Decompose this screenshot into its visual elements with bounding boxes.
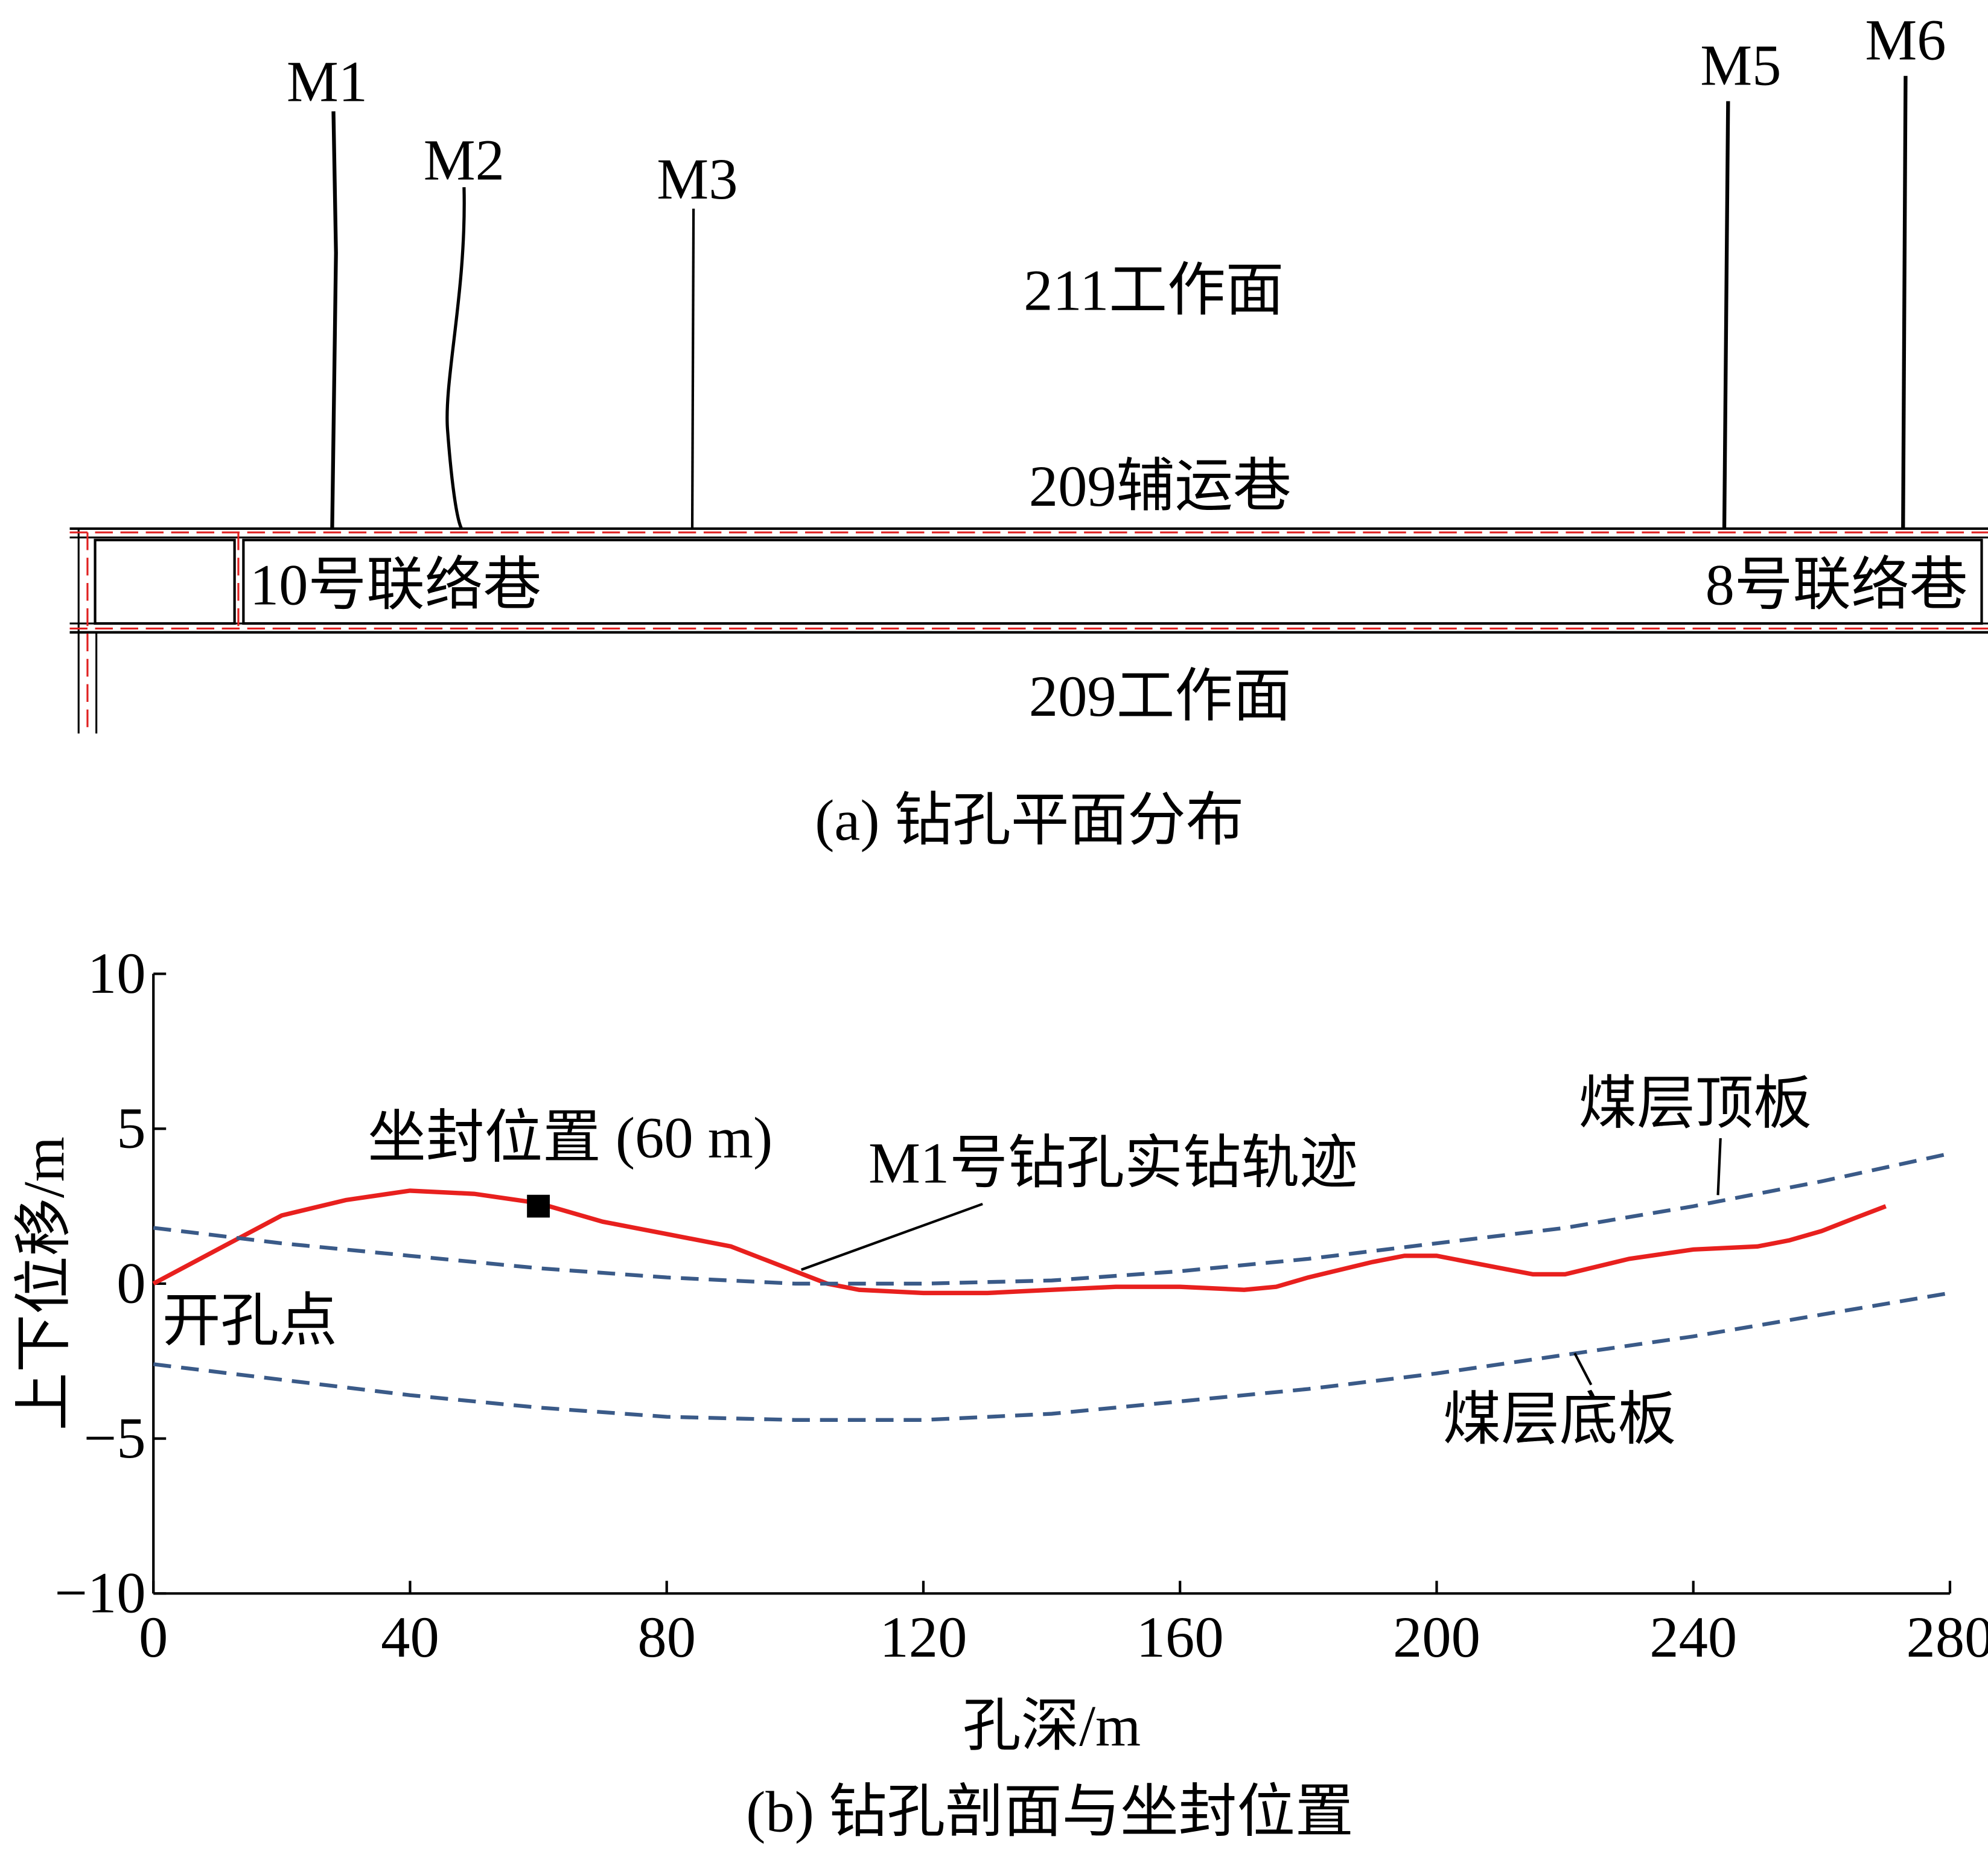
- borehole-label: M2: [424, 128, 505, 193]
- series-annotation: 煤层顶板: [1578, 1071, 1811, 1136]
- y-tick-label: −10: [54, 1561, 145, 1625]
- x-tick-label: 240: [1649, 1605, 1737, 1669]
- y-tick-label: −5: [84, 1406, 146, 1470]
- borehole: [445, 187, 466, 530]
- y-tick-label: 0: [116, 1250, 145, 1315]
- leader-line: [1573, 1352, 1593, 1386]
- series-line: [153, 1152, 1951, 1286]
- area-label: 209辅运巷: [1029, 454, 1292, 518]
- x-axis-label: 孔深/m: [963, 1693, 1141, 1758]
- origin-annotation: 开孔点: [162, 1289, 337, 1353]
- borehole: [330, 111, 338, 529]
- seal-annotation: 坐封位置 (60 m): [368, 1105, 773, 1170]
- x-tick-label: 80: [637, 1605, 696, 1669]
- crosscut: [94, 538, 236, 625]
- borehole-label: M3: [657, 147, 738, 211]
- x-tick-label: 120: [879, 1605, 967, 1669]
- borehole: [1901, 75, 1908, 529]
- chart: −10 −5 0 5 10 0 40 80 120 160 200 240 280 孔深/m 上下位移/m (…: [11, 941, 1988, 1844]
- area-label: 10号联络巷: [250, 553, 541, 617]
- caption: (a) 钻孔平面分布: [815, 788, 1244, 853]
- borehole: [690, 208, 695, 529]
- x-tick-label: 40: [381, 1605, 439, 1669]
- y-axis-label: 上下位移/m: [11, 1136, 76, 1430]
- area-label: 209工作面: [1029, 664, 1292, 728]
- x-tick-label: 0: [139, 1605, 168, 1669]
- borehole-label: M6: [1865, 8, 1946, 72]
- leader-line: [800, 1202, 983, 1271]
- x-tick-label: 200: [1393, 1605, 1480, 1669]
- plan-diagram: [69, 75, 1988, 734]
- leader-line: [1716, 1138, 1722, 1196]
- y-tick-label: 10: [88, 941, 146, 1005]
- area-label: 211工作面: [1024, 258, 1284, 323]
- x-tick-label: 280: [1907, 1605, 1988, 1669]
- y-tick-label: 5: [116, 1096, 145, 1161]
- series-line: [153, 1291, 1951, 1422]
- borehole: [1722, 101, 1730, 529]
- borehole-label: M5: [1700, 33, 1781, 98]
- series-line: [152, 1188, 1887, 1296]
- borehole-label: M1: [287, 49, 368, 114]
- area-label: 8号联络巷: [1706, 553, 1968, 617]
- series-annotation: 煤层底板: [1443, 1387, 1676, 1452]
- x-tick-label: 160: [1136, 1605, 1224, 1669]
- caption: (b) 钻孔剖面与坐封位置: [746, 1779, 1353, 1844]
- series-annotation: M1号钻孔实钻轨迹: [868, 1130, 1358, 1195]
- crosscut: [242, 538, 1983, 625]
- seal-point: [527, 1194, 550, 1218]
